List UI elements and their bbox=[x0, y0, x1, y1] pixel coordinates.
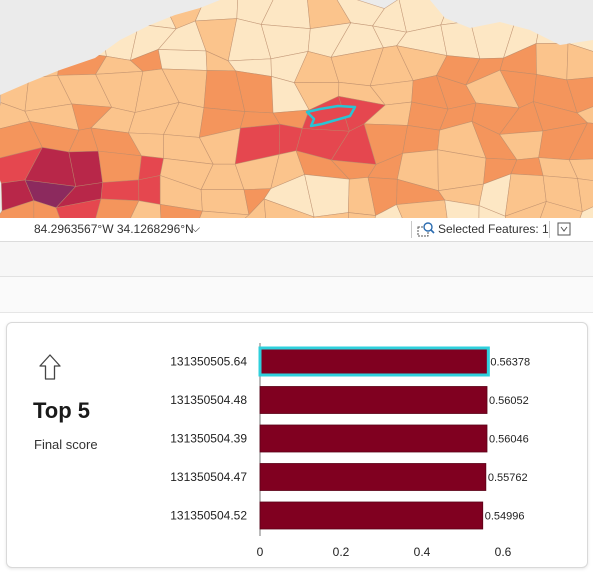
x-tick-label: 0.6 bbox=[495, 545, 512, 559]
map-option-icon[interactable] bbox=[557, 222, 571, 236]
x-tick-label: 0 bbox=[257, 545, 264, 559]
bar-chart: 131350505.64 0.56378 131350504.48 0.56052 13… bbox=[170, 343, 530, 559]
category-label: 131350504.47 bbox=[170, 470, 247, 484]
value-label: 0.55762 bbox=[488, 472, 528, 484]
x-tick-label: 0.4 bbox=[414, 545, 431, 559]
bar[interactable] bbox=[259, 463, 487, 491]
card-subtitle: Final score bbox=[34, 437, 98, 452]
category-label: 131350504.39 bbox=[170, 432, 247, 446]
map-view[interactable] bbox=[0, 0, 593, 218]
bar[interactable] bbox=[259, 501, 484, 530]
up-arrow-icon[interactable] bbox=[37, 353, 63, 381]
bar[interactable] bbox=[259, 386, 488, 414]
bar[interactable] bbox=[259, 424, 488, 453]
bar[interactable] bbox=[258, 346, 490, 377]
value-label: 0.56378 bbox=[490, 357, 530, 369]
status-bar: 84.2963567°W 34.1268296°N ⌵ Selected Fea… bbox=[0, 218, 593, 242]
category-label: 131350504.48 bbox=[170, 393, 247, 407]
choropleth-map[interactable] bbox=[0, 0, 593, 218]
value-label: 0.56046 bbox=[489, 434, 529, 446]
status-divider bbox=[549, 221, 550, 238]
value-label: 0.56052 bbox=[489, 395, 529, 407]
x-tick-label: 0.2 bbox=[333, 545, 350, 559]
zoom-to-selection-icon[interactable] bbox=[417, 221, 435, 238]
value-label: 0.54996 bbox=[485, 511, 525, 523]
selected-feature-outline[interactable] bbox=[305, 104, 357, 128]
selected-features-count[interactable]: Selected Features: 1 bbox=[438, 222, 549, 236]
status-divider bbox=[411, 221, 412, 238]
category-label: 131350505.64 bbox=[170, 355, 247, 369]
coordinates-readout: 84.2963567°W 34.1268296°N bbox=[34, 222, 194, 236]
category-label: 131350504.52 bbox=[170, 509, 247, 523]
toolbar-panel bbox=[0, 277, 593, 313]
chevron-down-icon[interactable]: ⌵ bbox=[191, 221, 201, 235]
top-five-card: Top 5 Final score 131350505.64 0.56378 131… bbox=[6, 322, 588, 568]
card-title: Top 5 bbox=[33, 398, 91, 423]
toolbar-panel bbox=[0, 242, 593, 277]
